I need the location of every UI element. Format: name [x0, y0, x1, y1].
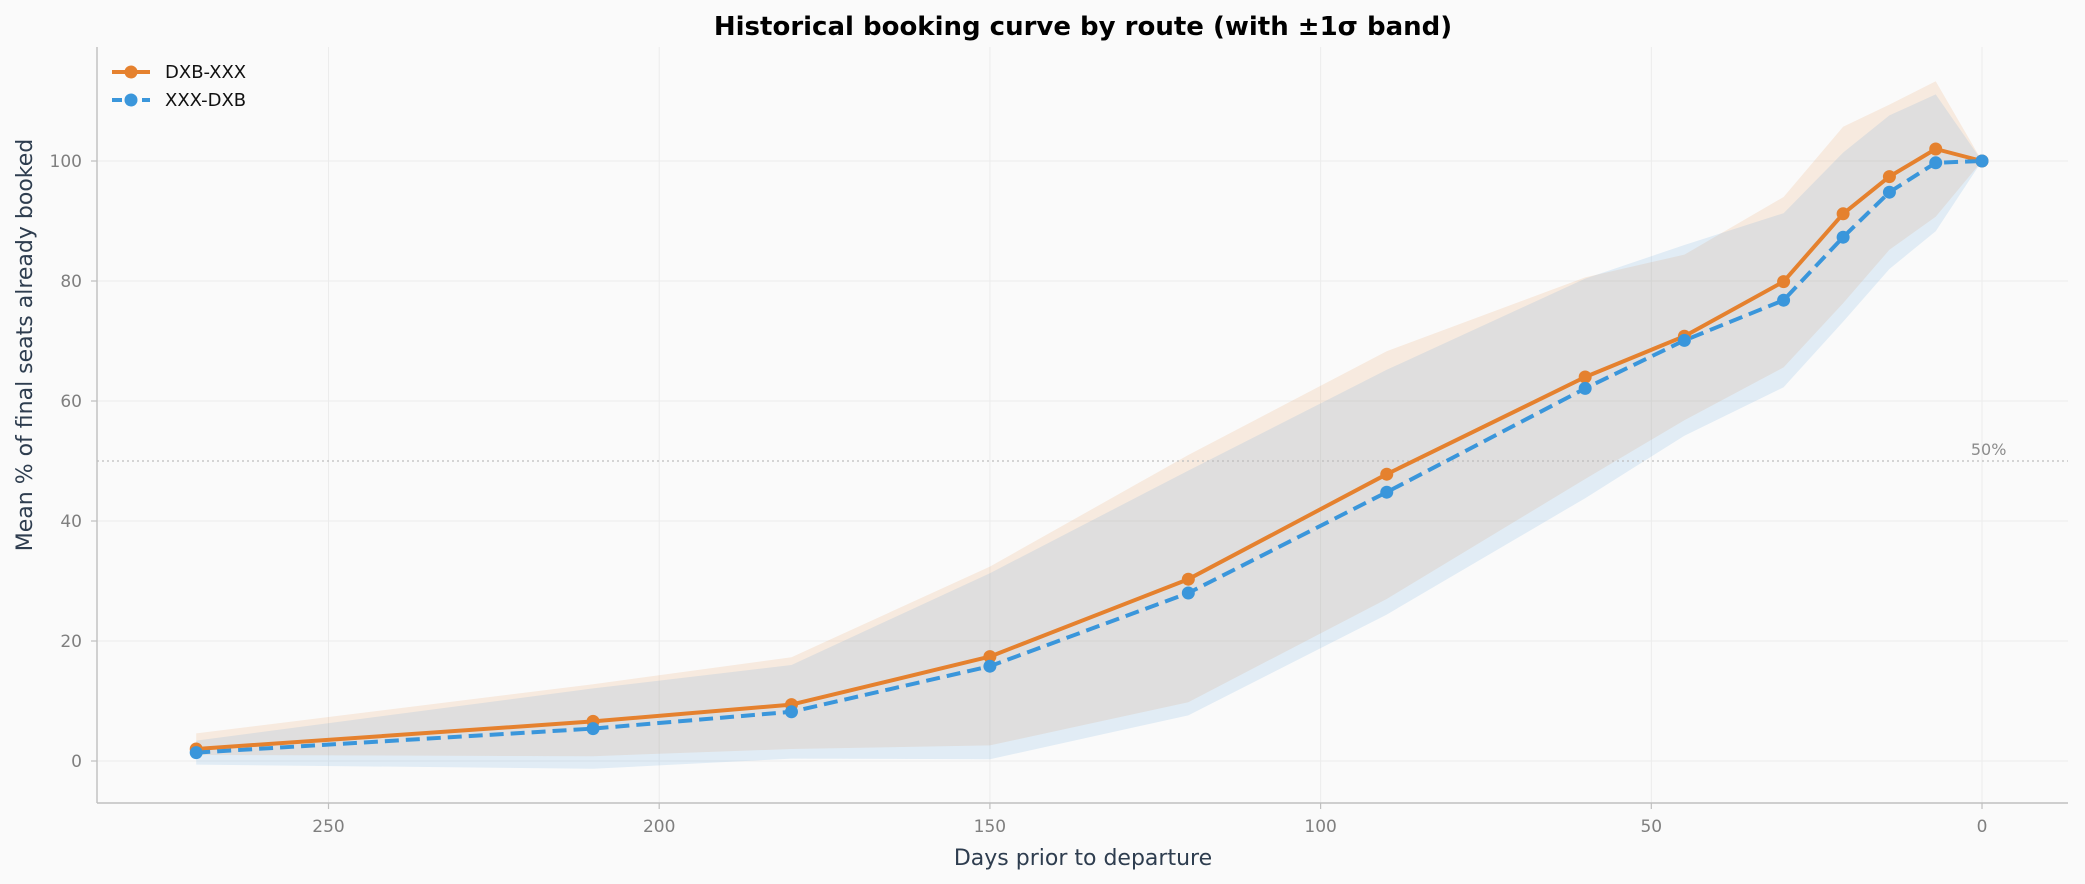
x-tick-label: 250: [312, 817, 344, 837]
sigma-band-1: [196, 81, 1983, 757]
series-points: [189, 142, 1989, 760]
data-point: [586, 722, 600, 736]
x-tick-label: 0: [1977, 817, 1988, 837]
legend-marker-2: [124, 93, 138, 107]
data-point: [1882, 185, 1896, 199]
axes: [91, 47, 2068, 809]
legend-marker-1: [124, 65, 138, 79]
data-point: [1836, 207, 1850, 221]
sigma-band-2: [196, 94, 1983, 769]
x-tick-label: 50: [1640, 817, 1662, 837]
x-tick-label: 200: [643, 817, 675, 837]
data-point: [1929, 156, 1943, 170]
data-point: [1181, 586, 1195, 600]
data-point: [983, 650, 997, 664]
data-point: [1929, 142, 1943, 156]
y-tick-label: 20: [60, 632, 82, 652]
data-point: [1677, 333, 1691, 347]
data-point: [983, 659, 997, 673]
tick-labels: 250 200 150 100 50 0 0 20 40 60 80 100: [50, 152, 1988, 837]
chart-title: Historical booking curve by route (with …: [714, 12, 1452, 42]
legend: DXB-XXX XXX-DXB: [112, 62, 246, 111]
legend-label-2: XXX-DXB: [165, 90, 246, 111]
y-tick-label: 60: [60, 392, 82, 412]
grid-lines: [97, 47, 2068, 803]
data-point: [189, 746, 203, 760]
data-point: [1181, 572, 1195, 586]
data-point: [1578, 381, 1592, 395]
reference-line: 50%: [97, 440, 2068, 462]
x-tick-label: 150: [974, 817, 1006, 837]
data-point: [1777, 293, 1791, 307]
data-point: [1380, 485, 1394, 499]
data-point: [1380, 467, 1394, 481]
data-point: [1975, 154, 1989, 168]
legend-label-1: DXB-XXX: [165, 62, 246, 83]
y-tick-label: 100: [50, 152, 82, 172]
y-tick-label: 40: [60, 512, 82, 532]
y-axis-label: Mean % of final seats already booked: [13, 139, 38, 551]
data-point: [784, 705, 798, 719]
data-point: [1882, 170, 1896, 184]
y-tick-label: 0: [71, 752, 82, 772]
x-axis-label: Days prior to departure: [954, 846, 1212, 871]
data-point: [1578, 370, 1592, 384]
reference-line-label: 50%: [1971, 440, 2007, 459]
data-point: [1777, 275, 1791, 289]
data-point: [1836, 230, 1850, 244]
y-tick-label: 80: [60, 272, 82, 292]
x-tick-label: 100: [1304, 817, 1336, 837]
sigma-bands: [196, 81, 1983, 769]
